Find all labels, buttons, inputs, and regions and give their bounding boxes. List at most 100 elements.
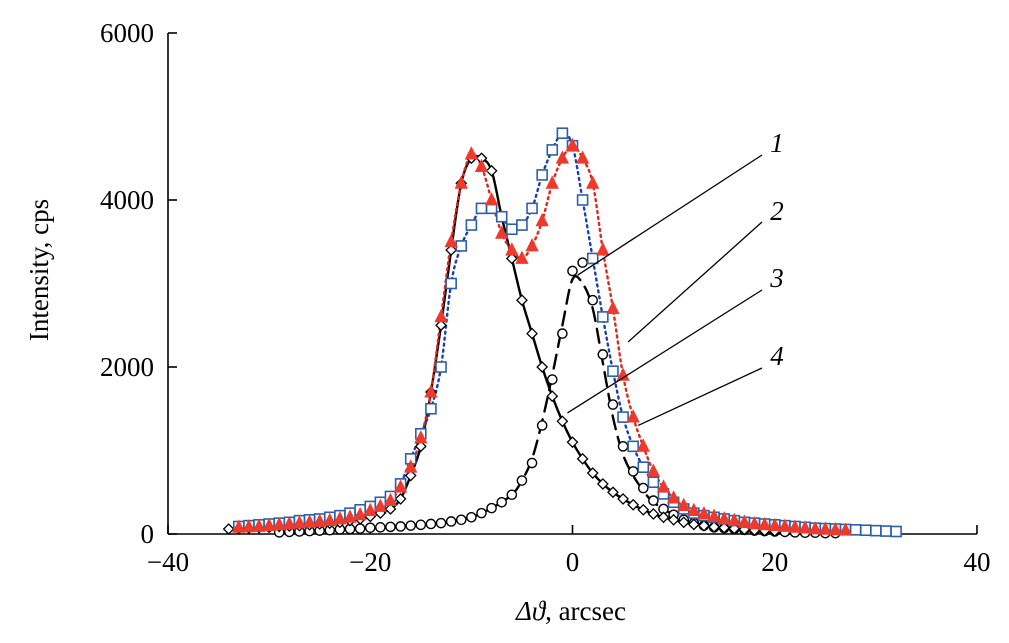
series-2-point <box>859 524 872 537</box>
series-2-point <box>880 525 892 537</box>
series-4-point <box>262 517 276 532</box>
series-3-point <box>394 493 407 505</box>
series-2-point <box>597 311 609 323</box>
series-4-point <box>505 242 519 256</box>
series-4-point <box>495 225 509 239</box>
series-2-point <box>607 365 619 377</box>
series-1-point <box>496 496 508 508</box>
series-4-point <box>555 150 570 164</box>
series-1-point <box>385 521 396 533</box>
x-tick-label: −40 <box>147 547 189 577</box>
series-4-point <box>444 233 458 248</box>
series-4-point <box>808 521 822 535</box>
series-3-point <box>516 294 528 307</box>
series-4-point <box>788 519 802 533</box>
series-1-point <box>415 519 427 531</box>
series-4-point <box>282 516 296 530</box>
series-4-point <box>343 509 357 523</box>
y-axis-title: Intensity, cps <box>24 199 54 341</box>
series-4-point <box>484 192 499 206</box>
series-2-point <box>586 252 599 265</box>
x-tick-label: 40 <box>964 547 991 577</box>
series-4-point <box>737 514 752 528</box>
series-4-line <box>237 144 847 532</box>
annotation-1-leader <box>577 154 763 276</box>
series-3-point <box>586 467 599 479</box>
series-markers <box>222 127 902 539</box>
series-4-point <box>393 479 408 493</box>
series-3-point <box>617 493 629 505</box>
series-3-point <box>485 164 498 177</box>
series-4-point <box>383 492 398 507</box>
series-1-point <box>577 257 588 268</box>
series-2-point <box>870 524 882 537</box>
series-4-point <box>707 508 721 522</box>
series-1-point <box>395 521 406 532</box>
series-3-point <box>546 390 559 403</box>
series-3-point <box>445 244 458 257</box>
series-3-point <box>698 519 710 532</box>
series-1-point <box>516 475 528 486</box>
series-1-point <box>375 522 386 533</box>
series-1-point <box>425 518 437 530</box>
series-4-point <box>646 463 661 477</box>
annotation-2-leader <box>627 221 763 343</box>
series-3-point <box>505 252 518 265</box>
series-4-point <box>252 518 266 532</box>
series-2-point <box>475 202 488 215</box>
series-4-point <box>292 515 307 529</box>
series-1-point <box>627 466 639 477</box>
x-axis-title-unit: , arcsec <box>545 596 626 626</box>
annotation-4-label: 4 <box>770 341 784 371</box>
series-1-point <box>637 482 649 494</box>
series-4-point <box>656 479 671 493</box>
series-1-point <box>486 502 497 514</box>
y-tick-label: 4000 <box>100 185 154 215</box>
series-1-point <box>476 507 487 519</box>
series-4-point <box>697 506 711 520</box>
series-4-point <box>717 511 731 525</box>
series-4-point <box>636 438 650 452</box>
series-1-point <box>364 522 376 534</box>
series-2-point <box>849 524 862 536</box>
series-4-point <box>232 519 246 533</box>
series-1-point <box>445 516 457 527</box>
series-1-point <box>435 517 447 529</box>
series-3-point <box>576 452 589 465</box>
series-4-point <box>606 300 620 314</box>
series-2-point <box>647 476 660 489</box>
series-4-point <box>272 516 286 531</box>
series-2-point <box>617 411 629 423</box>
x-axis-title: Δϑ, arcsec <box>515 596 626 626</box>
series-2-point <box>556 127 569 139</box>
series-2-point <box>506 223 518 236</box>
series-4-point <box>424 384 438 398</box>
y-tick-label: 6000 <box>100 18 154 48</box>
axis-labels: Δϑ, arcsec Intensity, cps <box>24 199 626 626</box>
series-3-point <box>222 523 235 535</box>
annotation-1-label: 1 <box>770 128 784 158</box>
series-4-point <box>586 175 600 189</box>
series-3-point <box>596 477 609 490</box>
series-2-point <box>455 240 468 252</box>
axes: 0 2000 4000 6000 −40 −20 0 20 40 <box>100 18 991 577</box>
series-4-point <box>565 137 580 152</box>
series-4-point <box>778 518 792 532</box>
x-axis-title-symbol: Δϑ <box>515 596 547 626</box>
series-1-point <box>455 514 467 526</box>
series-2-point <box>495 210 508 223</box>
series-4-point <box>616 367 630 381</box>
series-1-point <box>466 512 477 523</box>
series-4-point <box>677 497 691 512</box>
series-4-point <box>434 309 448 323</box>
series-2-point <box>536 169 548 181</box>
series-1-point <box>354 523 366 534</box>
series-2-point <box>526 202 538 215</box>
series-3-point <box>536 361 549 373</box>
series-4-point <box>626 409 640 423</box>
series-1-point <box>648 495 659 506</box>
series-3-point <box>435 319 447 332</box>
series-4-point <box>333 511 347 525</box>
series-4-point <box>828 521 843 536</box>
